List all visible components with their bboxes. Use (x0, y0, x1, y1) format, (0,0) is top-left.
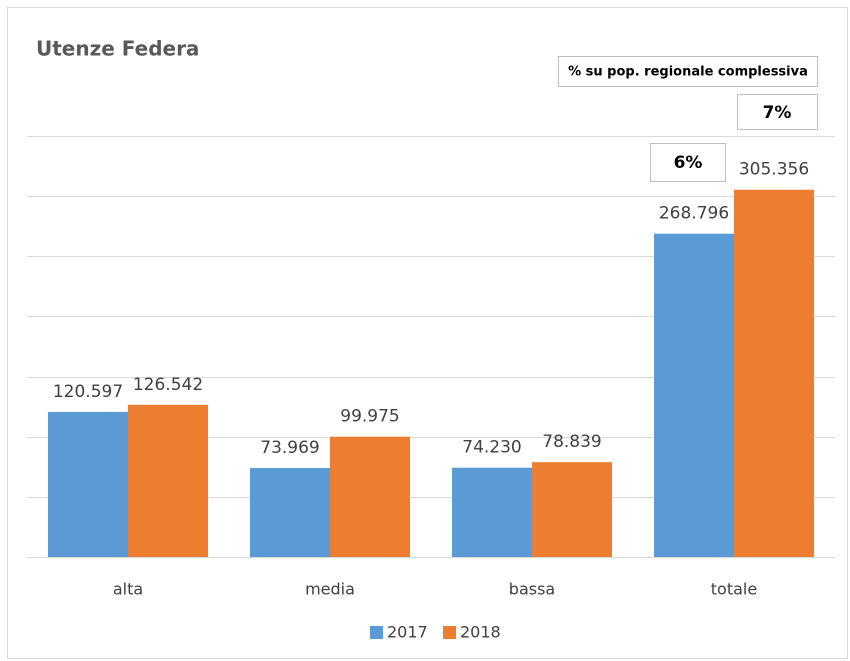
bar (734, 189, 814, 557)
legend-label: 2017 (387, 623, 428, 642)
bar (48, 411, 128, 557)
data-label: 305.356 (739, 160, 809, 180)
x-tick-label: bassa (509, 580, 555, 599)
data-label: 73.969 (260, 438, 319, 458)
bar (330, 436, 410, 557)
data-label: 120.597 (53, 382, 123, 402)
chart-title: Utenze Federa (36, 37, 199, 61)
x-tick-label: media (305, 580, 355, 599)
legend-swatch (370, 626, 383, 639)
annotation: % su pop. regionale complessiva (568, 65, 808, 80)
data-label: 74.230 (462, 438, 521, 458)
bar (654, 233, 734, 557)
annotation: 7% (763, 103, 792, 123)
annotation-box (558, 56, 818, 87)
data-label: 78.839 (542, 432, 601, 452)
annotation-box (737, 94, 818, 130)
bar (532, 462, 612, 557)
data-label: 268.796 (659, 204, 729, 224)
legend-label: 2018 (460, 623, 501, 642)
data-label: 99.975 (340, 407, 399, 427)
annotation-box (650, 143, 726, 182)
legend-swatch (443, 626, 456, 639)
bar (250, 468, 330, 557)
annotation: 6% (674, 153, 703, 173)
bar (452, 467, 532, 557)
bar (128, 404, 208, 557)
data-label: 126.542 (133, 375, 203, 395)
x-tick-label: alta (113, 580, 143, 599)
x-tick-label: totale (711, 580, 757, 599)
